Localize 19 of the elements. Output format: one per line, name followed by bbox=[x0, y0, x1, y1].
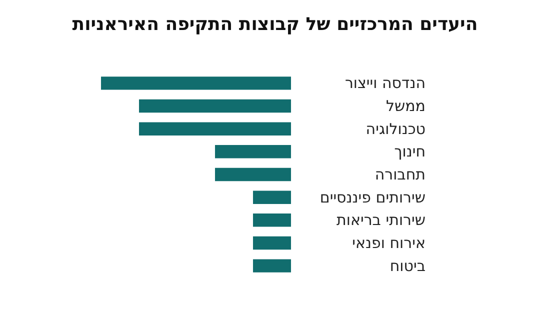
y-tick-label: הנדסה וייצור bbox=[344, 74, 426, 92]
y-tick-label: שירותי בריאות bbox=[336, 211, 426, 230]
bar bbox=[253, 214, 291, 227]
chart-title: היעדים המרכזיים של קבוצות התקיפה האיראניות bbox=[72, 14, 478, 35]
bar bbox=[139, 122, 291, 136]
bar bbox=[253, 236, 291, 250]
y-tick-label: טכנולוגיה bbox=[366, 120, 426, 138]
y-tick-label: שירותים פיננסיים bbox=[320, 188, 426, 206]
y-tick-label: ביטוח bbox=[390, 256, 426, 275]
bar bbox=[139, 99, 291, 113]
bar bbox=[101, 76, 291, 90]
y-tick-label: אירוח ופנאי bbox=[352, 234, 426, 252]
y-tick-label: ממשל bbox=[386, 97, 426, 116]
bar bbox=[215, 145, 291, 158]
y-tick-label: תחבורה bbox=[374, 166, 426, 184]
bar bbox=[215, 168, 291, 182]
bar bbox=[253, 190, 291, 204]
bar bbox=[253, 259, 291, 272]
y-tick-label: חינוך bbox=[394, 142, 426, 161]
